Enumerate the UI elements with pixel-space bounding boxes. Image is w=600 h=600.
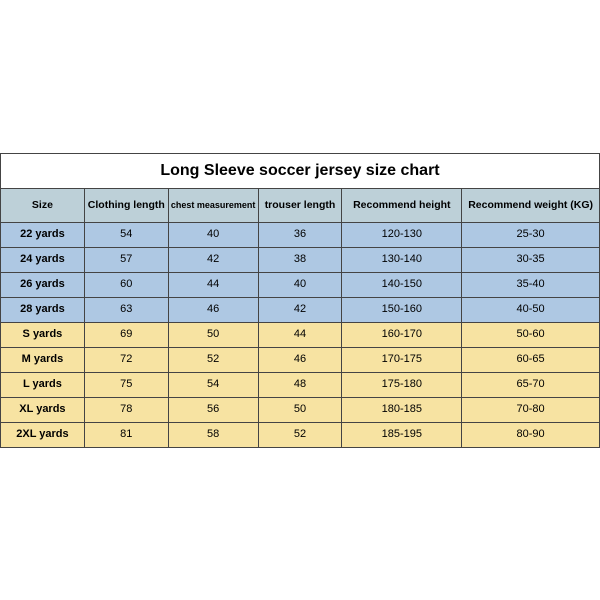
cell-weight: 70-80 [462, 397, 600, 422]
cell-chest: 56 [168, 397, 258, 422]
cell-chest: 44 [168, 272, 258, 297]
size-chart: Long Sleeve soccer jersey size chart Siz… [0, 153, 600, 448]
cell-size: XL yards [1, 397, 85, 422]
cell-trouser: 42 [258, 297, 342, 322]
table-row: 22 yards544036120-13025-30 [1, 222, 600, 247]
cell-size: M yards [1, 347, 85, 372]
cell-height: 170-175 [342, 347, 462, 372]
col-size: Size [1, 188, 85, 222]
chart-title: Long Sleeve soccer jersey size chart [0, 153, 600, 188]
cell-weight: 65-70 [462, 372, 600, 397]
col-length: Clothing length [84, 188, 168, 222]
cell-length: 54 [84, 222, 168, 247]
cell-weight: 40-50 [462, 297, 600, 322]
table-row: 26 yards604440140-15035-40 [1, 272, 600, 297]
cell-chest: 46 [168, 297, 258, 322]
cell-chest: 42 [168, 247, 258, 272]
cell-length: 69 [84, 322, 168, 347]
cell-trouser: 44 [258, 322, 342, 347]
table-row: XL yards785650180-18570-80 [1, 397, 600, 422]
table-row: L yards755448175-18065-70 [1, 372, 600, 397]
col-height: Recommend height [342, 188, 462, 222]
cell-chest: 50 [168, 322, 258, 347]
cell-height: 185-195 [342, 422, 462, 447]
cell-size: 2XL yards [1, 422, 85, 447]
cell-size: S yards [1, 322, 85, 347]
cell-size: 22 yards [1, 222, 85, 247]
cell-weight: 80-90 [462, 422, 600, 447]
table-row: S yards695044160-17050-60 [1, 322, 600, 347]
cell-weight: 50-60 [462, 322, 600, 347]
size-table: Size Clothing length chest measurement t… [0, 188, 600, 448]
cell-length: 63 [84, 297, 168, 322]
table-row: 2XL yards815852185-19580-90 [1, 422, 600, 447]
cell-height: 160-170 [342, 322, 462, 347]
cell-trouser: 46 [258, 347, 342, 372]
cell-height: 130-140 [342, 247, 462, 272]
cell-chest: 54 [168, 372, 258, 397]
cell-size: 26 yards [1, 272, 85, 297]
cell-trouser: 52 [258, 422, 342, 447]
cell-length: 81 [84, 422, 168, 447]
cell-length: 78 [84, 397, 168, 422]
cell-length: 60 [84, 272, 168, 297]
cell-weight: 25-30 [462, 222, 600, 247]
cell-height: 180-185 [342, 397, 462, 422]
cell-height: 140-150 [342, 272, 462, 297]
cell-weight: 60-65 [462, 347, 600, 372]
cell-height: 150-160 [342, 297, 462, 322]
col-chest: chest measurement [168, 188, 258, 222]
header-row: Size Clothing length chest measurement t… [1, 188, 600, 222]
cell-chest: 58 [168, 422, 258, 447]
cell-chest: 40 [168, 222, 258, 247]
table-body: 22 yards544036120-13025-3024 yards574238… [1, 222, 600, 447]
table-row: 28 yards634642150-16040-50 [1, 297, 600, 322]
cell-trouser: 48 [258, 372, 342, 397]
col-weight: Recommend weight (KG) [462, 188, 600, 222]
cell-length: 57 [84, 247, 168, 272]
cell-size: 28 yards [1, 297, 85, 322]
cell-trouser: 40 [258, 272, 342, 297]
cell-chest: 52 [168, 347, 258, 372]
cell-trouser: 50 [258, 397, 342, 422]
cell-size: 24 yards [1, 247, 85, 272]
cell-weight: 35-40 [462, 272, 600, 297]
col-trouser: trouser length [258, 188, 342, 222]
cell-trouser: 38 [258, 247, 342, 272]
cell-height: 120-130 [342, 222, 462, 247]
table-row: M yards725246170-17560-65 [1, 347, 600, 372]
cell-trouser: 36 [258, 222, 342, 247]
cell-length: 72 [84, 347, 168, 372]
cell-length: 75 [84, 372, 168, 397]
cell-height: 175-180 [342, 372, 462, 397]
cell-weight: 30-35 [462, 247, 600, 272]
table-row: 24 yards574238130-14030-35 [1, 247, 600, 272]
cell-size: L yards [1, 372, 85, 397]
